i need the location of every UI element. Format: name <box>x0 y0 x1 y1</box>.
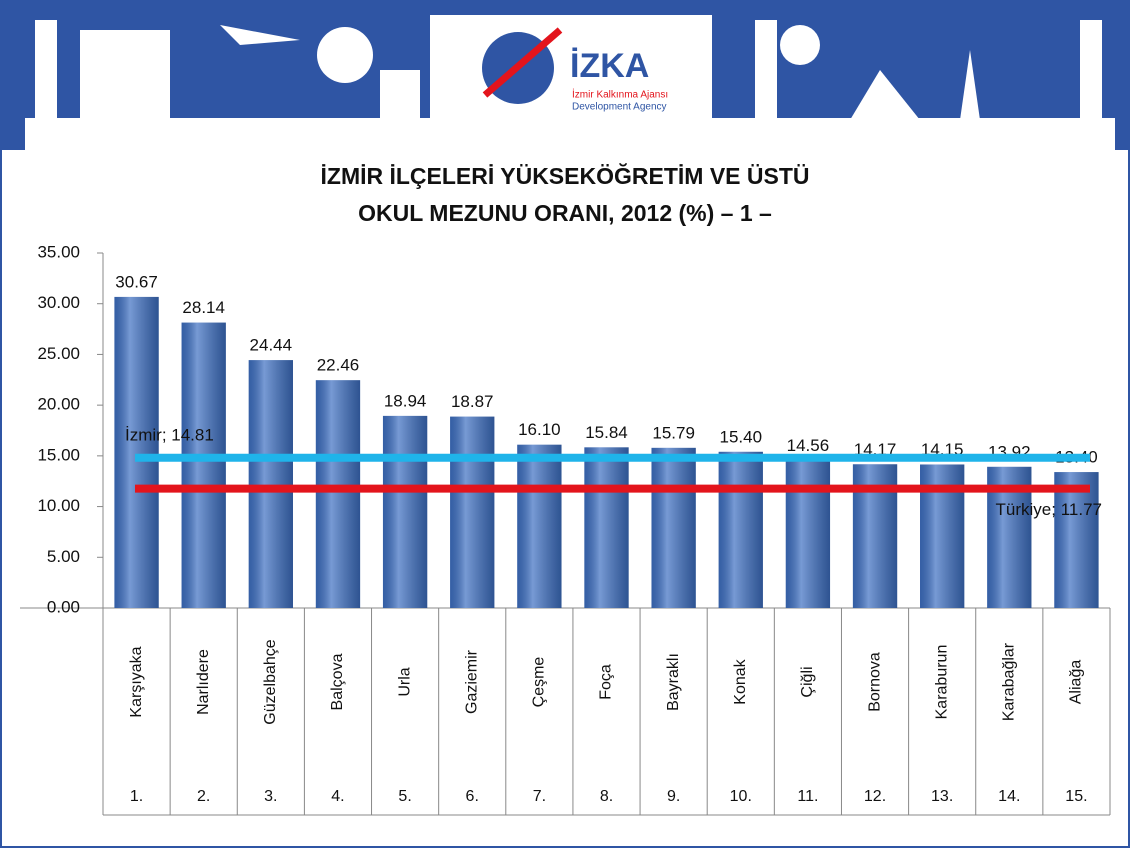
slide: İZKA İzmir Kalkınma Ajansı Development A… <box>0 0 1130 848</box>
bar-shine <box>182 323 226 608</box>
rank-label: 10. <box>730 788 752 805</box>
rank-label: 15. <box>1065 788 1087 805</box>
x-tick-label: Güzelbahçe <box>262 639 279 724</box>
rank-label: 6. <box>466 788 479 805</box>
x-tick-label: Karabağlar <box>1001 642 1018 721</box>
y-tick-label: 30.00 <box>37 293 80 312</box>
bar-shine <box>517 445 561 608</box>
rank-label: 3. <box>264 788 277 805</box>
y-tick-label: 35.00 <box>37 242 80 261</box>
value-label: 18.87 <box>451 392 494 411</box>
rank-label: 4. <box>331 788 344 805</box>
value-label: 14.56 <box>787 436 830 455</box>
rank-label: 1. <box>130 788 143 805</box>
bar-shine <box>584 447 628 608</box>
header-base <box>25 118 1115 150</box>
value-label: 24.44 <box>250 336 293 355</box>
logo-line1: İzmir Kalkınma Ajansı <box>572 88 668 101</box>
value-label: 15.79 <box>652 423 695 442</box>
value-label: 15.40 <box>719 427 762 446</box>
logo-line2: Development Agency <box>572 102 667 113</box>
rank-label: 8. <box>600 788 613 805</box>
reference-label: Türkiye; 11.77 <box>996 500 1102 519</box>
logo-text: İZKA <box>570 47 649 85</box>
value-label: 16.10 <box>518 420 561 439</box>
y-tick-label: 5.00 <box>47 547 80 566</box>
x-tick-label: Narlıdere <box>195 649 212 715</box>
rank-label: 2. <box>197 788 210 805</box>
y-tick-label: 10.00 <box>37 496 80 515</box>
x-tick-label: Çeşme <box>531 657 548 708</box>
x-tick-label: Konak <box>732 658 749 704</box>
x-tick-label: Karaburun <box>933 645 950 720</box>
bar-shine <box>316 380 360 608</box>
chart-subtitle: OKUL MEZUNU ORANI, 2012 (%) – 1 – <box>358 200 772 226</box>
chart-title: İZMİR İLÇELERİ YÜKSEKÖĞRETİM VE ÜSTÜ <box>321 162 810 189</box>
rank-label: 5. <box>398 788 411 805</box>
x-tick-label: Urla <box>396 667 413 696</box>
rank-label: 13. <box>931 788 953 805</box>
rank-label: 12. <box>864 788 886 805</box>
bar-shine <box>383 416 427 608</box>
bar-shine <box>249 360 293 608</box>
rank-label: 9. <box>667 788 680 805</box>
x-tick-label: Foça <box>598 664 615 700</box>
x-tick-label: Çiğli <box>799 666 816 697</box>
rank-label: 14. <box>998 788 1020 805</box>
y-tick-label: 15.00 <box>37 445 80 464</box>
bar-shine <box>786 460 830 608</box>
y-tick-label: 0.00 <box>47 597 80 616</box>
x-tick-label: Aliağa <box>1068 660 1085 705</box>
bar-shine <box>450 417 494 608</box>
reference-label: İzmir; 14.81 <box>125 425 214 444</box>
x-tick-label: Karşıyaka <box>128 646 145 717</box>
value-label: 28.14 <box>182 298 225 317</box>
x-tick-label: Gaziemir <box>463 649 480 714</box>
y-tick-label: 20.00 <box>37 395 80 414</box>
value-label: 30.67 <box>115 272 158 291</box>
x-tick-label: Balçova <box>329 653 346 710</box>
x-tick-label: Bornova <box>866 652 883 712</box>
page: İZKA İzmir Kalkınma Ajansı Development A… <box>0 0 1130 848</box>
value-label: 15.84 <box>585 423 628 442</box>
rank-label: 11. <box>797 788 818 805</box>
bar-shine <box>719 452 763 608</box>
value-label: 18.94 <box>384 391 427 410</box>
bar-shine <box>114 297 158 608</box>
x-tick-label: Bayraklı <box>665 653 682 711</box>
y-tick-label: 25.00 <box>37 344 80 363</box>
value-label: 22.46 <box>317 356 360 375</box>
rank-label: 7. <box>533 788 546 805</box>
bar-shine <box>651 448 695 608</box>
